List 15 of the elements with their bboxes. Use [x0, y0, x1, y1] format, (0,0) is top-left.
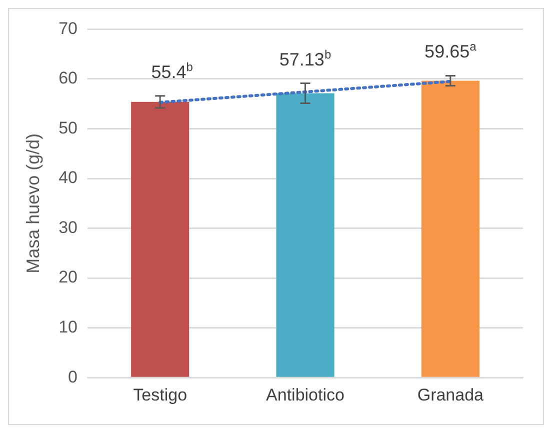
y-tick-label: 0 — [68, 367, 78, 386]
y-tick-label: 50 — [58, 118, 78, 138]
bar — [276, 93, 334, 377]
bar — [131, 102, 190, 377]
y-tick-label: 20 — [58, 268, 78, 287]
y-tick-label: 40 — [58, 168, 78, 188]
y-tick-label: 60 — [58, 68, 78, 88]
y-tick-label: 70 — [58, 18, 78, 38]
x-tick-label: Antibiotico — [266, 385, 344, 404]
bar — [421, 80, 480, 377]
y-tick-label: 10 — [58, 318, 78, 337]
y-tick-label: 30 — [58, 218, 78, 237]
x-tick-label: Granada — [417, 385, 484, 404]
y-axis-title: Masa huevo (g/d) — [22, 133, 43, 274]
x-tick-label: Testigo — [133, 385, 188, 404]
